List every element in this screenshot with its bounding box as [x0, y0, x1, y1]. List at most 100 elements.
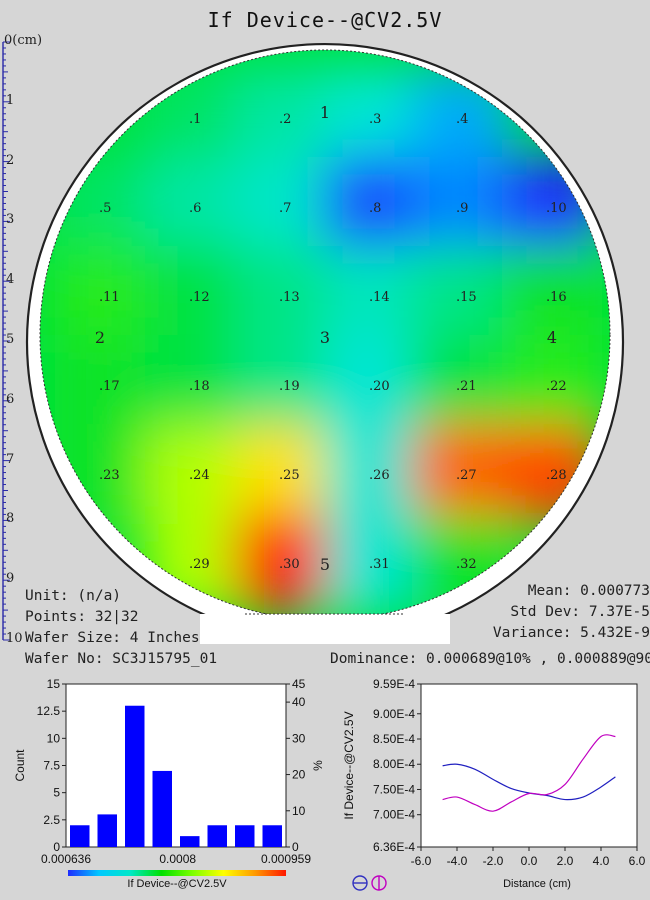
site-label: .23 [99, 468, 120, 483]
site-label: .20 [369, 379, 390, 394]
profile-plot-area [420, 683, 638, 848]
profile-series-line [442, 734, 616, 812]
ruler-tick-label: 0(cm) [4, 33, 43, 48]
x-tick-label: 2.0 [557, 854, 574, 868]
mean-label: Mean: 0.000773 [527, 583, 650, 599]
heat-cell [145, 246, 245, 346]
wafer-no-label: Wafer No: SC3J15795_01 [25, 651, 218, 667]
site-label: .17 [99, 379, 120, 394]
ruler-scale [2, 41, 10, 641]
site-label: .2 [279, 112, 291, 127]
ruler-tick-label: 5 [6, 332, 15, 347]
profile-legend-icons[interactable] [350, 873, 390, 893]
site-label: .18 [189, 379, 210, 394]
heat-cell [502, 335, 602, 435]
site-label: .1 [189, 112, 201, 127]
site-label: .19 [279, 379, 300, 394]
site-label: .14 [369, 290, 390, 305]
page-title: If Device--@CV2.5V [207, 8, 443, 32]
region-label: 2 [95, 328, 105, 347]
site-label: .10 [546, 201, 567, 216]
x-axis-label: Distance (cm) [503, 878, 571, 890]
y-tick-label: 10 [47, 731, 61, 745]
site-label: .9 [456, 201, 468, 216]
site-label: .27 [456, 468, 477, 483]
heat-cell [235, 335, 335, 435]
site-label: .15 [456, 290, 477, 305]
site-label: .29 [189, 557, 210, 572]
ruler-tick-label: 10 [6, 631, 23, 646]
histogram-bar [97, 814, 117, 847]
y2-tick-label: 10 [292, 804, 306, 818]
histogram-bar [207, 825, 227, 847]
vertical-profile-icon[interactable] [371, 875, 387, 891]
site-label: .13 [279, 290, 300, 305]
unit-label: Unit: (n/a) [25, 588, 122, 604]
heat-cell [325, 335, 425, 435]
region-label: 5 [320, 555, 330, 574]
ruler-tick-label: 9 [6, 571, 15, 587]
ruler-tick-label: 6 [6, 391, 15, 407]
ruler-tick-label: 1 [6, 92, 15, 108]
heat-cell [325, 157, 425, 257]
y-tick-label: 2.5 [43, 813, 60, 827]
site-label: .26 [369, 468, 390, 483]
site-label: .30 [279, 557, 300, 572]
heat-cell [145, 157, 245, 257]
y2-tick-label: 0 [292, 840, 299, 854]
wafer-map: .1 .2 .3 .4 .5 .6 .7 .8 .9 .10 .11 .12 .13 .14 .15 .16.… [25, 43, 625, 644]
region-label: 3 [320, 328, 330, 347]
y-tick-label: 9.00E-4 [373, 707, 415, 721]
heat-cell [145, 335, 245, 435]
histogram-chart: 0 2.5 5 7.5 10 12.5 15 0 10 20 30 40 45 0.000636 0.000… [13, 677, 325, 890]
wafer-heatmap [40, 50, 610, 620]
heat-cell [412, 157, 512, 257]
site-label: .21 [456, 379, 477, 394]
site-label: .25 [279, 468, 300, 483]
heat-cell [235, 246, 335, 346]
y-axis-label: If Device--@CV2.5V [342, 711, 356, 819]
profile-chart: 6.36E-4 7.00E-4 7.50E-4 8.00E-4 8.50E-4 9.00E… [342, 677, 646, 890]
y-tick-label: 7.5 [43, 759, 60, 773]
heat-cell [412, 424, 512, 524]
histogram-bar [235, 825, 255, 847]
y2-tick-label: 40 [292, 695, 306, 709]
dominance-label: Dominance: 0.000689@10% , 0.000889@90 [330, 651, 650, 667]
wafer-size-label: Wafer Size: 4 Inches [25, 630, 200, 646]
site-label: .8 [369, 201, 381, 216]
horizontal-profile-icon[interactable] [352, 875, 368, 891]
heat-cell [235, 68, 335, 168]
heat-cell [235, 424, 335, 524]
site-label: .3 [369, 112, 381, 127]
variance-label: Variance: 5.432E-9 [492, 625, 650, 641]
x-tick-label: -6.0 [411, 854, 432, 868]
site-label: .24 [189, 468, 210, 483]
heat-cell [235, 157, 335, 257]
heat-cell [325, 513, 425, 613]
y-tick-label: 0 [53, 840, 60, 854]
heat-cell [145, 424, 245, 524]
site-label: .28 [546, 468, 567, 483]
x-tick-label: 6.0 [629, 854, 646, 868]
x-tick-label: 0.0008 [159, 852, 196, 866]
y2-axis-label: % [311, 760, 325, 771]
site-label: .4 [456, 112, 468, 127]
histogram-bar [180, 836, 200, 847]
x-tick-label: -4.0 [447, 854, 468, 868]
heat-cell [325, 68, 425, 168]
x-axis-label: If Device--@CV2.5V [127, 878, 227, 890]
y-tick-label: 9.59E-4 [373, 677, 415, 691]
wafer-edge [39, 49, 611, 621]
heat-cell [325, 424, 425, 524]
points-label: Points: 32|32 [25, 609, 139, 625]
histogram-bar [125, 705, 145, 847]
y-tick-label: 8.00E-4 [373, 757, 415, 771]
heat-cell [55, 246, 155, 346]
ruler-tick-label: 3 [6, 212, 15, 228]
y-tick-label: 15 [47, 677, 61, 691]
site-label: .12 [189, 290, 210, 305]
y2-tick-label: 20 [292, 768, 306, 782]
y-tick-label: 7.00E-4 [373, 808, 415, 822]
y2-tick-label: 30 [292, 731, 306, 745]
site-label: .31 [369, 557, 390, 572]
